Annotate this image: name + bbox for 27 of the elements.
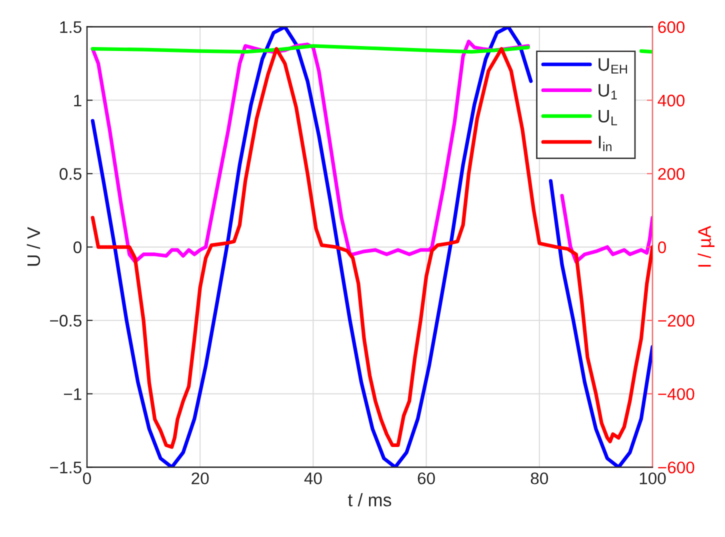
legend-label: U$_{L}$ — [598, 110, 618, 126]
legend-label: U$_{1}$ — [598, 84, 617, 100]
x-tick-label: 100 — [640, 472, 666, 484]
x-tick-label: 40 — [304, 472, 322, 484]
y2-tick-label: 400 — [658, 94, 685, 106]
y2-tick-label: 0 — [658, 241, 666, 254]
y-tick-label: −1 — [64, 388, 82, 400]
legend-label: U$_{EH}$ — [598, 58, 627, 74]
y-tick-label: 0.5 — [60, 168, 82, 180]
x-axis-title: t / ms — [348, 493, 392, 506]
x-tick-label: 0 — [83, 472, 91, 484]
y-tick-label: 0 — [74, 241, 82, 254]
y2-axis-title: I / µA — [698, 226, 715, 267]
y-tick-label: 1 — [74, 94, 82, 106]
y-axis-title: U / V — [26, 227, 40, 266]
x-tick-label: 80 — [530, 472, 548, 484]
x-tick-label: 60 — [418, 472, 435, 484]
y2-tick-label: −400 — [658, 388, 694, 400]
y2-tick-label: −200 — [658, 314, 694, 327]
y2-tick-label: −600 — [658, 462, 694, 474]
y-tick-label: −1.5 — [50, 462, 82, 474]
y-tick-label: −0.5 — [50, 314, 82, 327]
y-tick-label: 1.5 — [60, 21, 82, 34]
x-tick-label: 20 — [192, 472, 209, 484]
legend-label: I$_{in}$ — [598, 136, 612, 152]
y2-tick-label: 600 — [658, 21, 685, 34]
y2-tick-label: 200 — [658, 168, 685, 180]
